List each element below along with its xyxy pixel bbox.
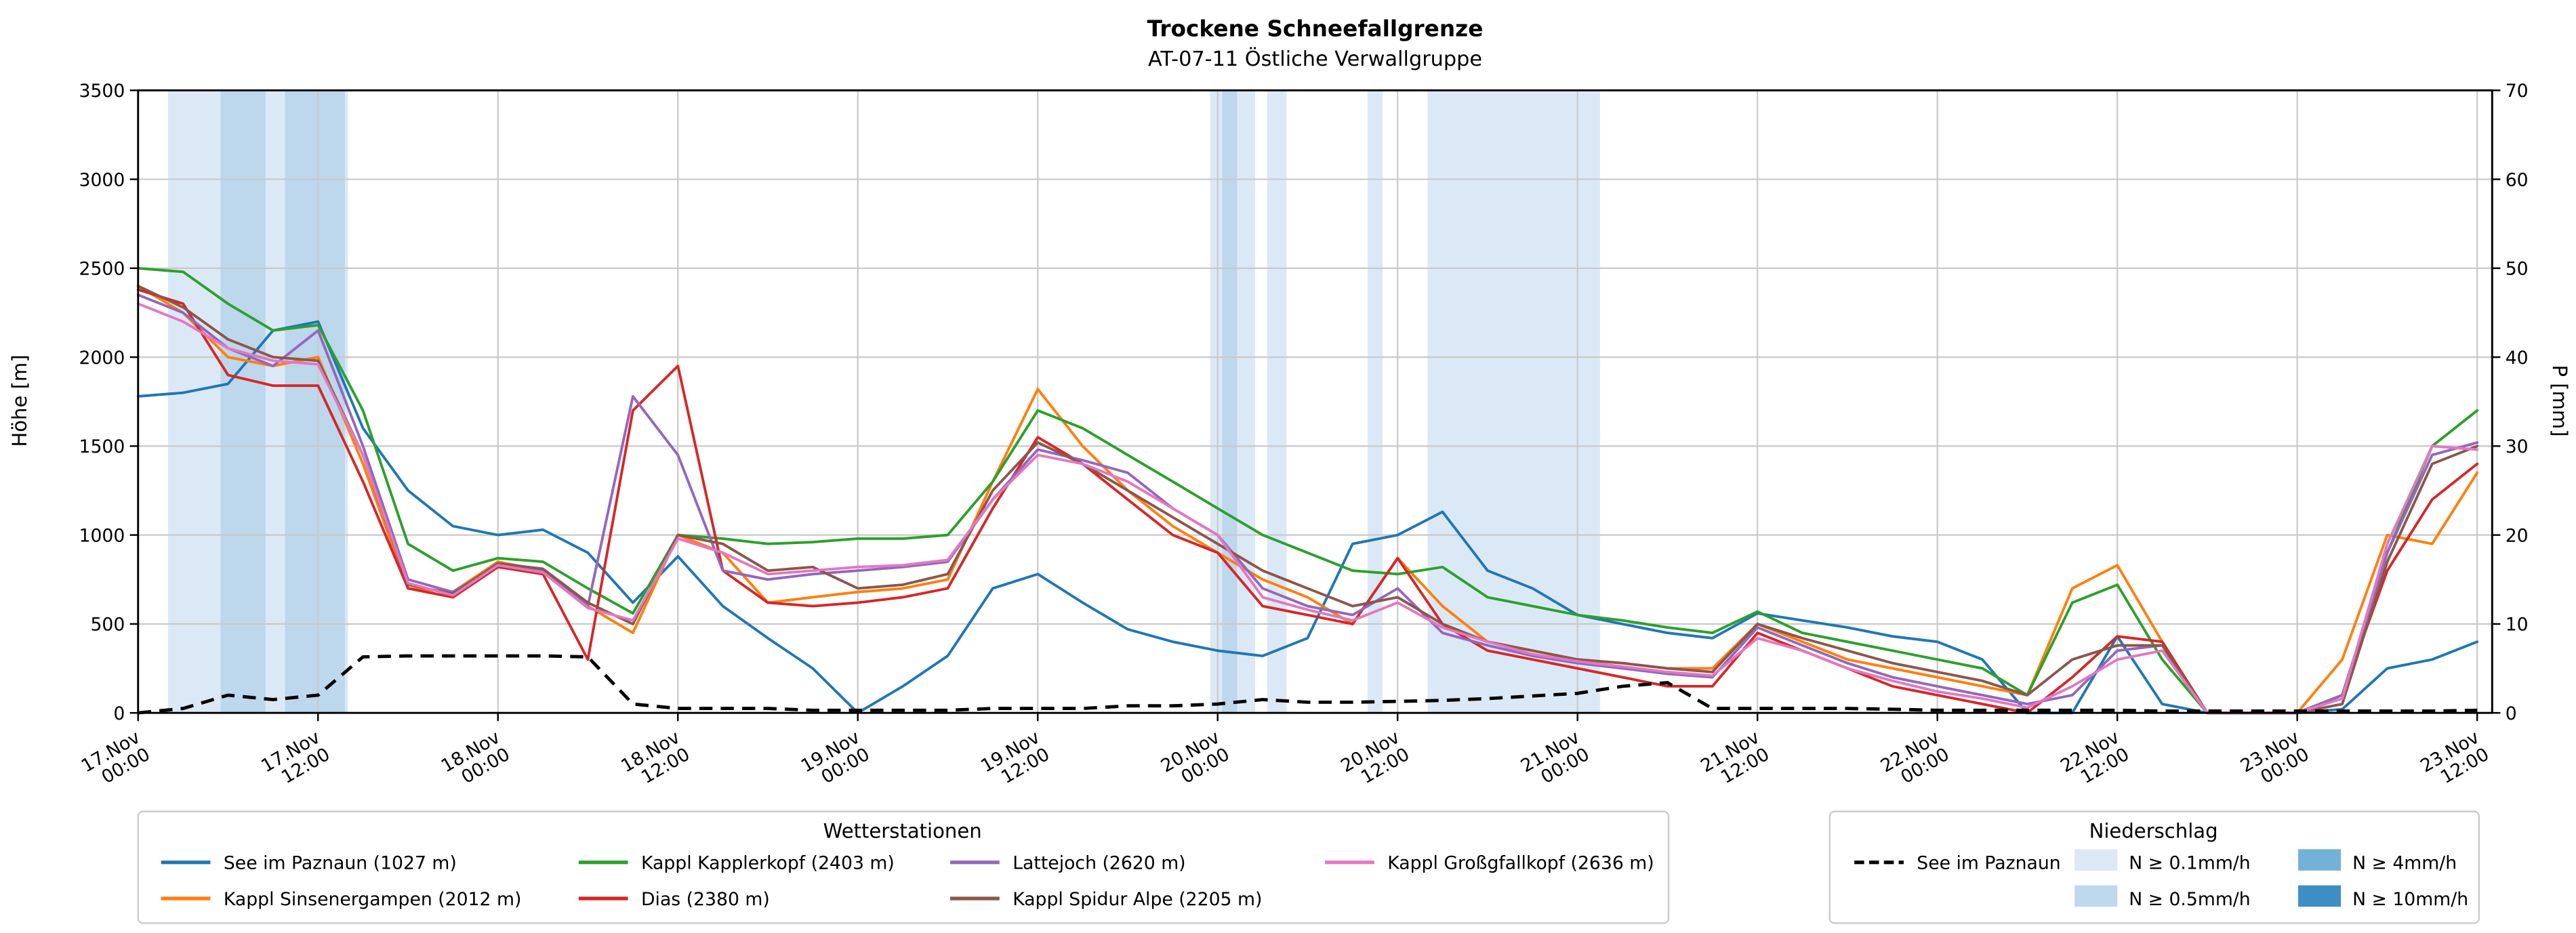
legend-item-label: Lattejoch (2620 m) bbox=[1013, 852, 1185, 873]
legend-item-label: See im Paznaun (1027 m) bbox=[224, 852, 457, 873]
precip-band-0.5 bbox=[220, 90, 266, 713]
precip-line-see-im-paznaun bbox=[138, 654, 2478, 715]
y-tick-label-right: 70 bbox=[2506, 81, 2529, 102]
y-tick-label-right: 20 bbox=[2506, 525, 2529, 546]
y-tick-label-right: 10 bbox=[2506, 615, 2529, 636]
series-layer bbox=[136, 266, 2479, 715]
legend-item-label: N ≥ 0.1mm/h bbox=[2129, 852, 2250, 873]
series-line-dias-2380-m bbox=[136, 288, 2479, 715]
legend-item-label: N ≥ 4mm/h bbox=[2352, 852, 2457, 873]
y-tick-label-left: 1500 bbox=[79, 436, 125, 457]
legend-item-kappl-spidur-alpe-2205-m: Kappl Spidur Alpe (2205 m) bbox=[950, 889, 1262, 910]
legend-band-swatch bbox=[2074, 885, 2118, 907]
precip-band-0.1 bbox=[1267, 90, 1287, 713]
y-tick-label-right: 0 bbox=[2506, 703, 2517, 724]
y-tick-label-left: 3000 bbox=[79, 169, 125, 190]
precip-legend-title: Niederschlag bbox=[2089, 819, 2218, 842]
y-tick-label-left: 500 bbox=[90, 615, 125, 636]
series-line-kappl-spidur-alpe-2205-m bbox=[136, 285, 2479, 715]
legend-item-see-im-paznaun-precip: See im Paznaun bbox=[1854, 852, 2061, 873]
precip-bands-layer bbox=[168, 90, 1600, 713]
y-axis-label-right: P [mm] bbox=[2548, 365, 2571, 436]
series-line-see-im-paznaun-1027-m bbox=[136, 320, 2479, 715]
stations-legend-box bbox=[137, 810, 1670, 924]
legend-layer: See im Paznaun (1027 m) Kappl Sinsenergam… bbox=[137, 810, 2480, 924]
legend-item-label: Kappl Spidur Alpe (2205 m) bbox=[1013, 889, 1262, 910]
legend-item-label: N ≥ 0.5mm/h bbox=[2129, 889, 2250, 910]
legend-item-band-10: N ≥ 10mm/h bbox=[2298, 885, 2468, 910]
legend-item-kappl-sinsenergampen-2012-m: Kappl Sinsenergampen (2012 m) bbox=[161, 889, 521, 910]
legend-item-label: N ≥ 10mm/h bbox=[2352, 889, 2468, 910]
axes-layer: 0 500 1000 1500 2000 2500 3000 3500 0 10 20 30 40 50 6… bbox=[78, 81, 2529, 788]
legend-item-band-4: N ≥ 4mm/h bbox=[2298, 849, 2457, 873]
y-tick-label-left: 2500 bbox=[79, 259, 125, 280]
precip-band-0.5 bbox=[285, 90, 346, 713]
legend-item-label: Kappl Großgfallkopf (2636 m) bbox=[1387, 852, 1654, 873]
legend-item-kappl-gro-gfallkopf-2636-m: Kappl Großgfallkopf (2636 m) bbox=[1325, 852, 1654, 873]
legend-item-lattejoch-2620-m: Lattejoch (2620 m) bbox=[950, 852, 1186, 873]
y-tick-label-left: 0 bbox=[113, 703, 125, 724]
series-line-kappl-gro-gfallkopf-2636-m bbox=[136, 302, 2479, 715]
stations-legend-title: Wetterstationen bbox=[823, 819, 982, 842]
y-tick-label-left: 1000 bbox=[79, 525, 125, 546]
y-tick-label-right: 40 bbox=[2506, 348, 2529, 369]
legend-item-band-0.1: N ≥ 0.1mm/h bbox=[2074, 849, 2251, 873]
y-tick-label-left: 2000 bbox=[79, 348, 125, 369]
precip-band-0.1 bbox=[1427, 90, 1600, 713]
series-line-kappl-kapplerkopf-2403-m bbox=[136, 266, 2479, 715]
y-tick-label-left: 3500 bbox=[79, 81, 125, 102]
legend-band-swatch bbox=[2074, 849, 2118, 871]
precip-band-0.5 bbox=[1222, 90, 1238, 713]
y-tick-label-right: 60 bbox=[2506, 169, 2529, 190]
legend-item-band-0.5: N ≥ 0.5mm/h bbox=[2074, 885, 2251, 910]
precip-band-0.1 bbox=[1367, 90, 1383, 713]
plot-border bbox=[137, 89, 2493, 714]
y-tick-label-right: 50 bbox=[2506, 259, 2529, 280]
y-tick-label-right: 30 bbox=[2506, 436, 2529, 457]
legend-item-label: Kappl Sinsenergampen (2012 m) bbox=[224, 889, 521, 910]
legend-item-label: Kappl Kapplerkopf (2403 m) bbox=[641, 852, 895, 873]
legend-band-swatch bbox=[2298, 885, 2342, 907]
legend-item-see-im-paznaun-1027-m: See im Paznaun (1027 m) bbox=[161, 852, 457, 873]
legend-band-swatch bbox=[2298, 849, 2342, 871]
y-axis-label-left: Höhe [m] bbox=[8, 354, 31, 447]
chart-subtitle: AT-07-11 Östliche Verwallgruppe bbox=[1148, 46, 1482, 71]
legend-item-label: Dias (2380 m) bbox=[641, 889, 770, 910]
legend-item-kappl-kapplerkopf-2403-m: Kappl Kapplerkopf (2403 m) bbox=[578, 852, 895, 873]
legend-item-dias-2380-m: Dias (2380 m) bbox=[578, 889, 770, 910]
chart-title: Trockene Schneefallgrenze bbox=[1147, 16, 1484, 41]
legend-item-label: See im Paznaun bbox=[1917, 852, 2060, 873]
